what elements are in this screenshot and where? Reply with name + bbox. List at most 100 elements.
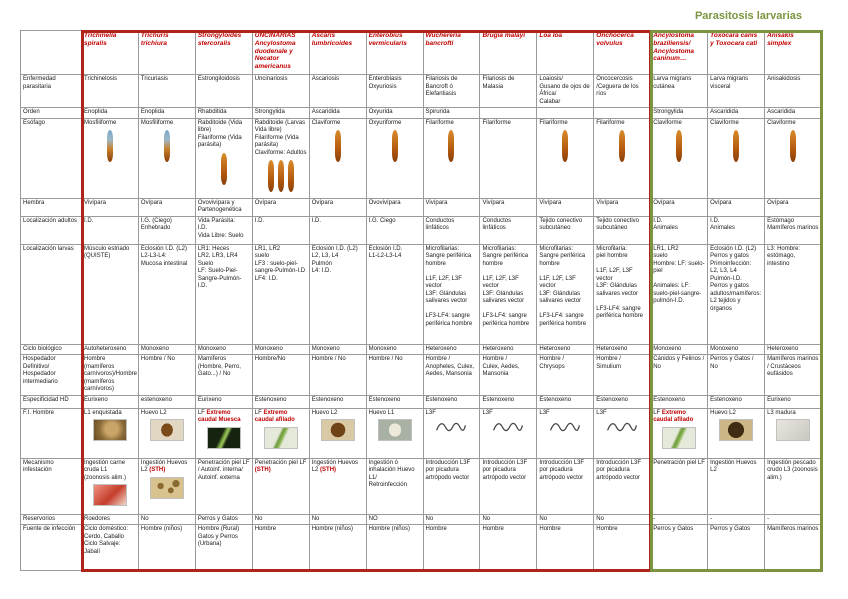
species-header: Ancylostoma braziliensis/ Ancylostoma ca… [650,30,709,75]
row-label: Localización larvas [20,243,82,345]
cell-text: Hombre (Rural) Gatos y Perros (Urbana) [197,526,240,547]
table-cell: Monoxeno [707,343,766,355]
cell-text: Penetración piel LF [653,459,705,466]
table-cell: Introducción L3F por picadura artrópodo … [479,457,538,515]
table-container: Trichinella spiralis Trichuris trichiura S… [20,29,826,572]
table-cell: Vivípara [479,197,538,217]
cell-text: Cánidos y Felinos / No [653,356,705,370]
cell-text: Rabditoide (Vida libre) Filariforme (Vid… [197,119,243,149]
table-cell: LF Extremo caudal afilado [251,407,310,459]
cell-text: L3: Hombre: estómago, intestino [767,245,801,267]
table-cell: Mosfiliforme [137,117,196,199]
cell-text: Eclosión I.D. (L2) Perros y gatos Primoi… [710,245,762,312]
species-header: Enterobius vermicularis [365,30,424,75]
cell-text: Oncocercosis /Ceguera de los ríos [596,76,639,97]
table-cell: - [707,513,766,525]
row-label: Ciclo biológico [20,343,82,355]
meat-image [92,484,127,506]
cell-text: Eurixeno [84,396,108,403]
table-row: Hospedador Definitivo/ Hospedador interm… [20,354,822,396]
table-cell: Estenoxeno [365,394,424,409]
table-cell: Mamíferos marinos [764,524,822,571]
esophagus-drawing [198,152,250,190]
table-cell: Oxyurida [365,107,424,119]
species-header: UNCINARIAS Ancylostoma duodenale y Necat… [251,30,310,75]
table-cell: Penetración piel LF [650,457,709,515]
table-cell: Ascaridida [308,107,367,119]
cell-text: Mosfiliforme [84,119,117,126]
parasite-comparison-table: Trichinella spiralis Trichuris trichiura S… [20,30,822,571]
egg-round-photo [312,419,364,445]
cell-text: Enterobiasis Oxyuriosis [368,76,402,90]
species-header: Ascaris lumbricoides [308,30,367,75]
table-cell: Ingestión ó inhalación Huevo L1/ Retroin… [365,457,424,515]
cell-text: Larva migrans visceral [710,76,749,90]
cell-text: Loaiosis/ Gusano de ojos de África/ Cala… [539,76,590,105]
cell-text: Introducción L3F por picadura artrópodo … [596,459,641,481]
row-label: Esófago [20,117,82,199]
cell-text: Tejido conectivo subcutáneo [596,217,639,232]
table-cell: Eclosión I.D. (L2) Perros y gatos Primoi… [707,243,766,345]
worm-dark-photo [198,426,250,453]
cell-text: Vida Parásita: I.D. Vida Libre: Suelo [197,217,244,239]
cell-text: - [653,515,656,522]
cell-text: Hombre (niños) [140,526,183,532]
table-cell: Conductos linfáticos [479,215,538,245]
microfilaria-squiggle-icon [550,422,581,432]
cell-text: Estómago Mamíferos marinos [767,217,819,232]
table-cell: L3 madura [764,407,822,459]
table-row: Fuente de infección Ciclo doméstico: Cerd… [20,524,822,571]
table-cell: Claviforme [764,117,822,199]
table-cell: I.G. (Ciego) Enhebrado [137,215,196,245]
l3f-larva-drawing [596,419,648,439]
table-cell: Rabditoide (Larvas Vida libre) Filarifor… [251,117,310,199]
table-cell: Conductos linfáticos [422,215,481,245]
worm-shape-icon [619,130,626,162]
photo-pale-image [776,419,811,441]
cell-text: Ovípara [140,199,163,206]
cell-text: Claviforme [311,119,341,126]
cell-text: Tejido conectivo subcutáneo [539,217,583,232]
cell-text: Hombre [425,526,447,532]
table-cell: Filariosis de Bancroft ó Elefantiasis [422,74,481,108]
table-cell: Perros y Gatos / No [707,354,766,396]
cell-text: Monoxeno [197,345,226,352]
cell-text: Hombre / No [140,356,175,362]
cell-text: I.D. [84,217,94,224]
cell-text: I.D. Animales [710,217,735,232]
corner-cell [20,30,82,75]
species-header: Strongyloides stercoralis [194,30,253,75]
table-cell: Eurixeno [764,394,822,409]
esophagus-drawing [426,129,478,167]
cell-text: Tricuriasis [140,76,169,82]
table-cell: Ingestión Huevos L2 [707,457,766,515]
table-cell: Heteroxeno [479,343,538,355]
cell-text: No [539,515,548,522]
table-row: Especificidad HD Eurixeno estenoxeno Eurixe… [20,394,822,409]
cell-text: Ascaridida [710,109,739,115]
table-cell: Ovovivípara [365,197,424,217]
table-cell: Perros y Gatos [194,513,253,525]
table-cell: Ovípara [650,197,709,217]
table-cell: Monoxeno [650,343,709,355]
worm-shape-icon [733,130,740,162]
row-label: Enfermedad parasitaria [20,74,82,108]
table-cell: I.G. Ciego [365,215,424,245]
worm-light-photo [255,426,307,453]
table-row: F.I. Hombre L1 enquistada Huevo L2 LF Extre… [20,407,822,459]
cell-text: Músculo estriado (QUISTE) [84,245,130,260]
cell-text: - [767,515,770,522]
cell-text: Hombre (niños) [368,526,410,532]
cell-text: Ingestión Huevos L2 (STH) [311,459,359,474]
table-row: Enfermedad parasitaria Trichinelosis Tricu… [20,74,822,108]
l3f-larva-drawing [539,419,591,439]
highlighted-text: (STH) [149,467,166,473]
worm-shape-icon [277,160,284,192]
cell-text: Microfilarias: Sangre periférica hombre … [425,245,473,327]
cell-text: Heteroxeno [482,345,514,352]
table-cell: Uncinariosis [251,74,310,108]
cell-text: Microfilarias: Sangre periférica hombre … [482,245,530,327]
row-label: Reservorios [20,513,82,525]
cell-text: Strongylida [653,109,684,115]
header-row: Trichinella spiralis Trichuris trichiura S… [20,30,822,75]
